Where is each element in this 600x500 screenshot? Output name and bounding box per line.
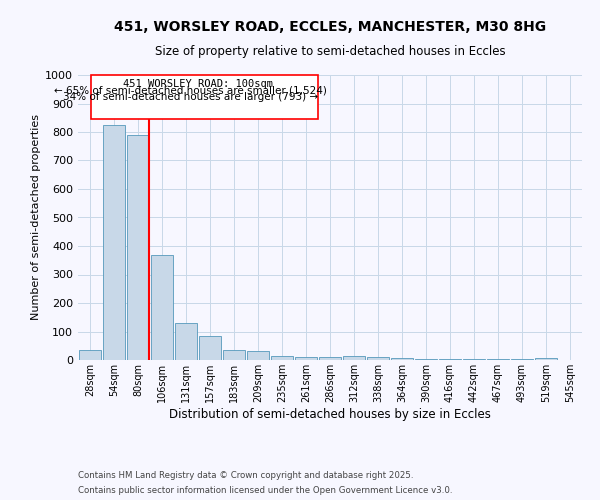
Text: Size of property relative to semi-detached houses in Eccles: Size of property relative to semi-detach…	[155, 45, 505, 58]
Bar	[367, 357, 389, 360]
Y-axis label: Number of semi-detached properties: Number of semi-detached properties	[31, 114, 41, 320]
Bar	[247, 352, 269, 360]
Bar	[391, 358, 413, 360]
Bar	[295, 357, 317, 360]
Text: 451 WORSLEY ROAD: 100sqm: 451 WORSLEY ROAD: 100sqm	[123, 78, 273, 88]
Text: 451, WORSLEY ROAD, ECCLES, MANCHESTER, M30 8HG: 451, WORSLEY ROAD, ECCLES, MANCHESTER, M…	[114, 20, 546, 34]
Bar	[151, 254, 173, 360]
Bar	[535, 358, 557, 360]
X-axis label: Distribution of semi-detached houses by size in Eccles: Distribution of semi-detached houses by …	[169, 408, 491, 420]
Bar	[343, 356, 365, 360]
Bar	[271, 356, 293, 360]
FancyBboxPatch shape	[91, 75, 318, 119]
Bar	[103, 125, 125, 360]
Bar	[319, 356, 341, 360]
Bar	[79, 350, 101, 360]
Bar	[175, 323, 197, 360]
Text: Contains HM Land Registry data © Crown copyright and database right 2025.: Contains HM Land Registry data © Crown c…	[78, 471, 413, 480]
Text: ← 65% of semi-detached houses are smaller (1,524): ← 65% of semi-detached houses are smalle…	[55, 86, 327, 96]
Text: 34% of semi-detached houses are larger (793) →: 34% of semi-detached houses are larger (…	[63, 92, 319, 102]
Bar	[127, 135, 149, 360]
Bar	[199, 336, 221, 360]
Bar	[223, 350, 245, 360]
Text: Contains public sector information licensed under the Open Government Licence v3: Contains public sector information licen…	[78, 486, 452, 495]
